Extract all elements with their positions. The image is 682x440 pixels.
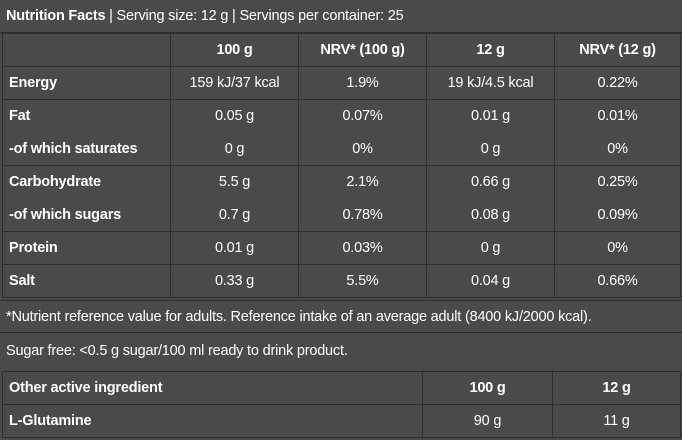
nutrient-value: 1.9% [298,66,427,100]
nutrient-value: 0.01 g [170,231,299,265]
ingredient-name: L-Glutamine [2,404,423,438]
nutrient-value: 0.25% [554,165,681,199]
ingredient-value: 11 g [552,404,681,438]
table-row: Protein 0.01 g 0.03% 0 g 0% [2,231,681,265]
nutrient-name: Carbohydrate [2,165,171,199]
table-row: Fat 0.05 g 0.07% 0.01 g 0.01% [2,99,681,133]
nutrient-value: 5.5 g [170,165,299,199]
nutrient-value: 0.01 g [426,99,555,133]
column-header: 12 g [426,33,555,67]
nutrient-name: Protein [2,231,171,265]
table-row: Energy 159 kJ/37 kcal 1.9% 19 kJ/4.5 kca… [2,66,681,100]
nutrient-value: 2.1% [298,165,427,199]
nutrient-name: Fat [2,99,171,133]
column-header: NRV* (100 g) [298,33,427,67]
nutrient-value: 0.78% [298,198,427,232]
nutrient-value: 0% [298,132,427,166]
nutrient-value: 0.01% [554,99,681,133]
nutrient-value: 0.03% [298,231,427,265]
table-header-row: 100 g NRV* (100 g) 12 g NRV* (12 g) [2,33,681,67]
column-header: 100 g [422,371,553,405]
ingredients-table: Other active ingredient 100 g 12 g L-Glu… [2,371,681,438]
header-separator: | [228,8,240,24]
nutrient-value: 0.66 g [426,165,555,199]
servings-per-container: Servings per container: 25 [239,8,404,24]
nutrient-value: 0.07% [298,99,427,133]
nutrient-value: 0.33 g [170,264,299,298]
nutrient-value: 5.5% [298,264,427,298]
nutrition-header: Nutrition Facts | Serving size: 12 g | S… [0,0,682,33]
column-header: 100 g [170,33,299,67]
nutrient-value: 0 g [426,132,555,166]
nutrition-title: Nutrition Facts [6,8,106,24]
footnote-text: *Nutrient reference value for adults. Re… [6,308,592,325]
ingredient-value: 90 g [422,404,553,438]
nutrient-value: 0 g [426,231,555,265]
nutrition-table: 100 g NRV* (100 g) 12 g NRV* (12 g) Ener… [2,33,681,298]
table-row: Carbohydrate 5.5 g 2.1% 0.66 g 0.25% [2,165,681,199]
nutrient-value: 0.05 g [170,99,299,133]
nutrient-value: 0% [554,132,681,166]
nutrient-name: -of which sugars [2,198,171,232]
header-separator: | [105,8,117,24]
column-header: Other active ingredient [2,371,423,405]
table-row: Salt 0.33 g 5.5% 0.04 g 0.66% [2,264,681,298]
sugar-note-text: Sugar free: <0.5 g sugar/100 ml ready to… [6,343,348,359]
nutrient-value: 0% [554,231,681,265]
nutrient-name: Salt [2,264,171,298]
sugar-note: Sugar free: <0.5 g sugar/100 ml ready to… [0,333,682,369]
nutrient-value: 0.09% [554,198,681,232]
nutrient-value: 0.7 g [170,198,299,232]
nutrient-name: -of which saturates [2,132,171,166]
nutrient-value: 0 g [170,132,299,166]
column-header: NRV* (12 g) [554,33,681,67]
nutrient-value: 0.08 g [426,198,555,232]
column-header [2,33,171,67]
nutrient-value: 0.22% [554,66,681,100]
nutrient-value: 19 kJ/4.5 kcal [426,66,555,100]
table-row: -of which saturates 0 g 0% 0 g 0% [2,132,681,166]
nutrient-value: 0.04 g [426,264,555,298]
footnote: *Nutrient reference value for adults. Re… [0,300,682,333]
table-header-row: Other active ingredient 100 g 12 g [2,371,681,405]
table-row: L-Glutamine 90 g 11 g [2,404,681,438]
nutrient-value: 159 kJ/37 kcal [170,66,299,100]
nutrient-value: 0.66% [554,264,681,298]
serving-size: Serving size: 12 g [116,8,229,24]
nutrient-name: Energy [2,66,171,100]
column-header: 12 g [552,371,681,405]
table-row: -of which sugars 0.7 g 0.78% 0.08 g 0.09… [2,198,681,232]
